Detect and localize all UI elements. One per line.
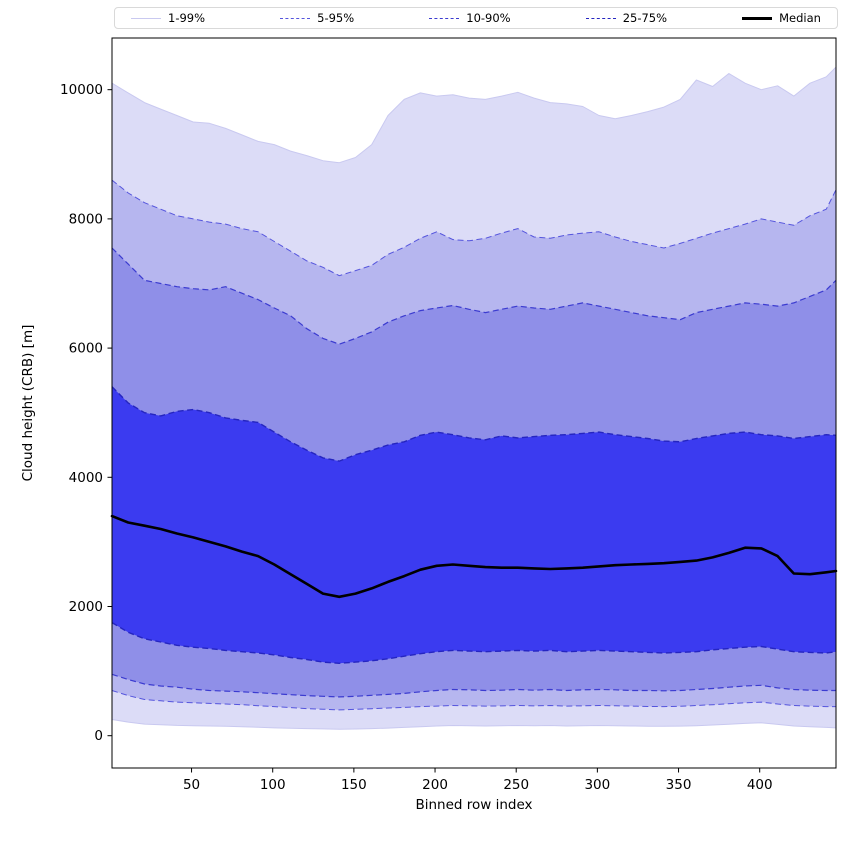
band-edge-upper-10-90% — [111, 247, 837, 345]
x-tick-label: 150 — [341, 777, 367, 793]
band-edge-lower-1-99% — [111, 719, 837, 730]
x-tick-label: 100 — [260, 777, 286, 793]
legend-label-5-95%: 5-95% — [317, 11, 355, 25]
y-axis-label: Cloud height (CRB) [m] — [20, 324, 36, 482]
legend-entry-25-75%: 25-75% — [585, 11, 668, 25]
band-fill-25-75% — [112, 386, 836, 664]
x-tick-label: 400 — [747, 777, 773, 793]
x-axis-label: Binned row index — [415, 797, 533, 813]
y-tick-label: 10000 — [60, 82, 103, 98]
legend-line-sample-10-90% — [429, 17, 460, 19]
band-edge-upper-25-75% — [111, 386, 837, 462]
band-edge-lower-5-95% — [111, 690, 836, 711]
legend-line-sample-5-95% — [280, 17, 311, 19]
x-tick-label: 350 — [666, 777, 692, 793]
legend-label-25-75%: 25-75% — [622, 11, 668, 25]
legend-entry-1-99%: 1-99% — [131, 11, 205, 25]
band-edge-lower-25-75% — [111, 621, 837, 664]
x-tick-label: 50 — [183, 777, 200, 793]
median-line — [110, 514, 838, 599]
y-tick-label: 6000 — [69, 341, 103, 357]
legend-label-1-99%: 1-99% — [168, 11, 206, 25]
y-tick-label: 0 — [94, 728, 103, 744]
y-tick-label: 4000 — [69, 470, 103, 486]
legend-entry-Median: Median — [742, 11, 821, 25]
x-tick-label: 300 — [584, 777, 610, 793]
legend-entry-5-95%: 5-95% — [280, 11, 354, 25]
band-edge-lower-10-90% — [111, 673, 836, 698]
legend-line-sample-Median — [742, 16, 773, 20]
legend-entry-10-90%: 10-90% — [429, 11, 511, 25]
legend-label-10-90%: 10-90% — [466, 11, 511, 25]
legend-line-sample-25-75% — [585, 17, 616, 19]
legend-label-Median: Median — [779, 11, 821, 25]
legend-line-sample-1-99% — [131, 17, 161, 19]
x-tick-label: 200 — [422, 777, 448, 793]
band-edge-upper-1-99% — [111, 66, 837, 164]
x-tick-label: 250 — [503, 777, 529, 793]
band-edge-upper-5-95% — [111, 179, 837, 277]
plot-frame — [111, 37, 837, 769]
y-tick-label: 8000 — [69, 211, 103, 227]
legend: 1-99% 5-95% 10-90% 25-75% Median — [114, 7, 838, 29]
y-tick-label: 2000 — [69, 599, 103, 615]
